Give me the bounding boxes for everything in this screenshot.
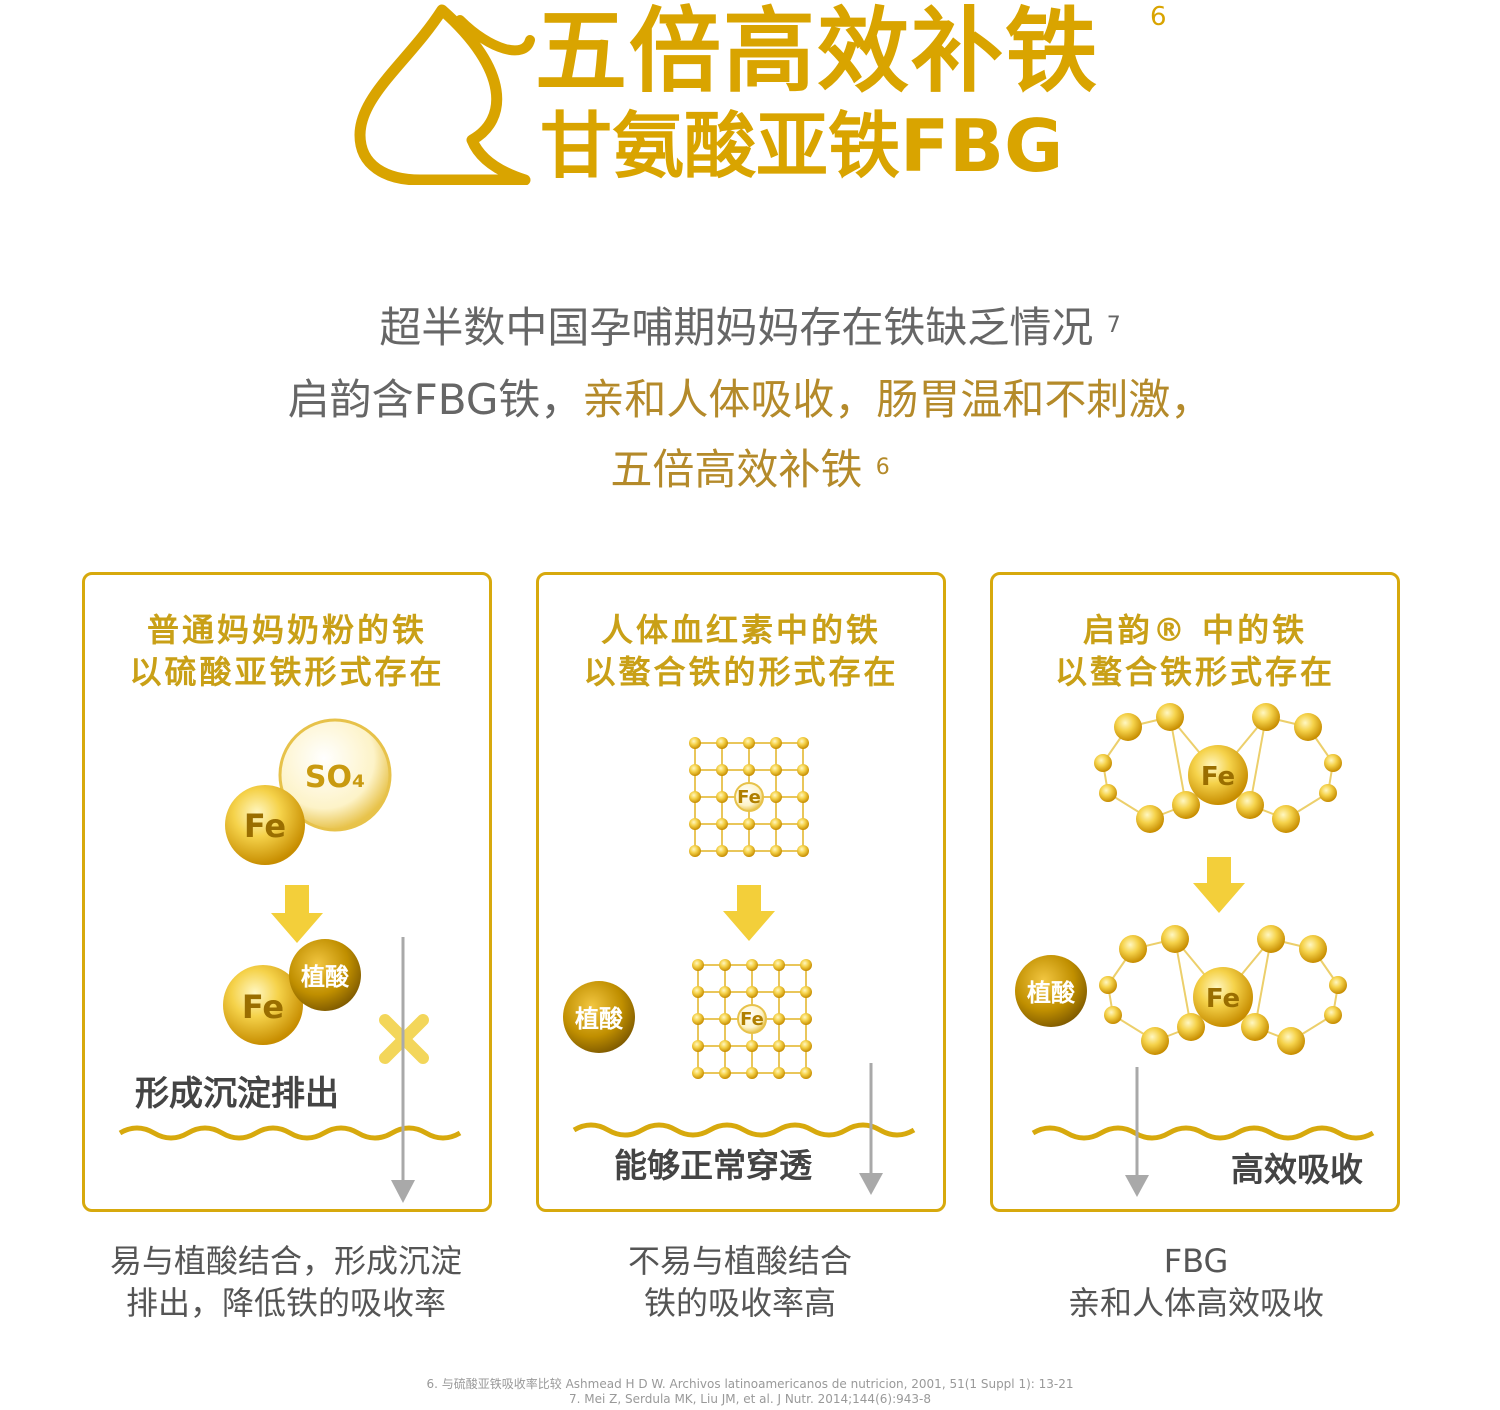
panel-2-title-line-2: 以螯合铁的形式存在 (583, 653, 899, 691)
caption-2-line-1: 不易与植酸结合 (627, 1242, 852, 1280)
heme-lattice-bottom-icon (692, 959, 812, 1079)
panel-1-illustration: SO₄ Fe Fe 植酸 形成沉淀排出 (118, 718, 462, 1203)
caption-1-line-1: 易与植酸结合，形成沉淀 (109, 1242, 462, 1280)
intestine-wave (572, 1122, 916, 1138)
intro-line-3-text: 五倍高效补铁 (610, 445, 863, 494)
intro-line-3: 五倍高效补铁 6 (0, 442, 1500, 498)
intestine-wave (118, 1125, 462, 1141)
chelate-fe-label-bottom: Fe (1206, 984, 1240, 1014)
page-subtitle: 甘氨酸亚铁FBG (540, 104, 1064, 188)
panel-3-illustration: Fe Fe 植酸 高效吸收 (1015, 703, 1375, 1197)
chelate-molecule-top-icon (1094, 703, 1342, 833)
fe-molecule-icon (225, 785, 305, 865)
panel-2-result-label: 能够正常穿透 (614, 1146, 812, 1185)
panel-ferrous-sulfate: 普通妈妈奶粉的铁 以硫酸亚铁形式存在 SO₄ Fe Fe 植酸 形成沉淀排出 (82, 572, 492, 1212)
panel-1-title-line-1: 普通妈妈奶粉的铁 (146, 611, 427, 649)
intro-line-2-highlight: 亲和人体吸收，肠胃温和不刺激， (582, 375, 1213, 424)
panel-1-result-label: 形成沉淀排出 (135, 1074, 339, 1114)
gray-arrow-head-icon (859, 1173, 883, 1195)
heme-fe-label-top: Fe (737, 787, 761, 808)
caption-3-line-2: 亲和人体高效吸收 (1067, 1284, 1324, 1322)
footnote-6: 6. 与硫酸亚铁吸收率比较 Ashmead H D W. Archivos la… (426, 1377, 1074, 1391)
phytic-acid-label: 植酸 (301, 963, 350, 991)
title-reference: 6 (1150, 2, 1167, 32)
chelate-fe-label-top: Fe (1201, 762, 1235, 792)
panel-2-illustration: Fe Fe 植酸 能够正常穿透 (563, 737, 916, 1195)
intro-line-3-ref: 6 (875, 455, 890, 480)
so4-molecule-icon (278, 718, 392, 832)
intro-line-2-plain: 启韵含FBG铁， (287, 375, 583, 424)
panel-qiyun-iron: 启韵® 中的铁 以螯合铁形式存在 Fe Fe 植酸 高效吸收 (990, 572, 1400, 1212)
phytic-acid-icon (289, 939, 361, 1011)
caption-2-line-2: 铁的吸收率高 (643, 1284, 836, 1322)
panel-1-title-line-2: 以硫酸亚铁形式存在 (129, 653, 445, 691)
intro-line-1-text: 超半数中国孕哺期妈妈存在铁缺乏情况 (379, 303, 1094, 352)
fe-label-top: Fe (244, 807, 286, 845)
chelate-molecule-bottom-icon (1099, 925, 1347, 1055)
heme-lattice-top-icon (689, 737, 809, 857)
drop-logo-icon (354, 4, 535, 185)
caption-3: FBG 亲和人体高效吸收 (976, 1240, 1416, 1324)
phytic-acid-label: 植酸 (1027, 979, 1076, 1007)
phytic-acid-label: 植酸 (575, 1005, 624, 1033)
heme-fe-label-bottom: Fe (740, 1009, 764, 1030)
phytic-acid-icon (563, 981, 635, 1053)
panel-3-result-label: 高效吸收 (1231, 1150, 1363, 1189)
panel-heme-iron: 人体血红素中的铁 以螯合铁的形式存在 Fe Fe 植酸 能够正常穿透 (536, 572, 946, 1212)
intro-line-2: 启韵含FBG铁，亲和人体吸收，肠胃温和不刺激， (0, 372, 1500, 428)
gray-arrow-head-icon (391, 1180, 415, 1203)
intestine-wave (1031, 1125, 1375, 1141)
page-title: 五倍高效补铁 (535, 0, 1100, 105)
panel-3-title-line-2: 以螯合铁形式存在 (1054, 653, 1335, 691)
intro-line-1-ref: 7 (1106, 313, 1121, 338)
panel-2-title-line-1: 人体血红素中的铁 (600, 611, 881, 649)
intro-line-1: 超半数中国孕哺期妈妈存在铁缺乏情况 7 (0, 300, 1500, 356)
so4-label: SO₄ (305, 760, 365, 795)
fe-molecule-icon (223, 965, 303, 1045)
down-arrow-icon (723, 885, 775, 941)
phytic-acid-icon (1015, 955, 1087, 1027)
caption-2: 不易与植酸结合 铁的吸收率高 (520, 1240, 960, 1324)
footnote-7: 7. Mei Z, Serdula MK, Liu JM, et al. J N… (569, 1392, 931, 1406)
down-arrow-icon (1193, 857, 1245, 913)
fe-label-bottom: Fe (242, 988, 284, 1026)
gray-arrow-head-icon (1125, 1175, 1149, 1197)
caption-1-line-2: 排出，降低铁的吸收率 (125, 1284, 446, 1322)
panel-3-title-line-1: 启韵® 中的铁 (1082, 611, 1308, 649)
down-arrow-icon (271, 885, 323, 943)
caption-1: 易与植酸结合，形成沉淀 排出，降低铁的吸收率 (66, 1240, 506, 1324)
caption-3-line-1: FBG (1163, 1242, 1229, 1280)
